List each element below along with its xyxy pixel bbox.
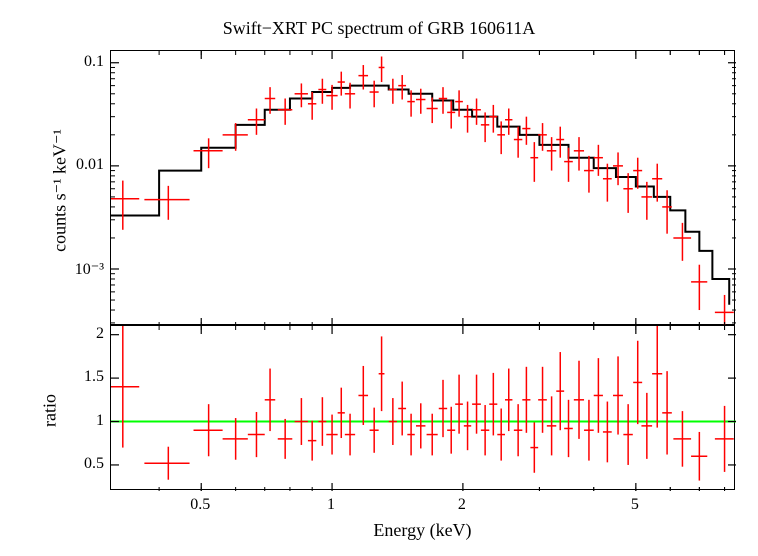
- tick-label: 1: [34, 412, 104, 430]
- tick-label: 5: [631, 496, 639, 514]
- tick-label: 0.1: [34, 53, 104, 71]
- tick-label: 2: [34, 325, 104, 343]
- ratio-svg: [111, 326, 736, 491]
- plot-title: Swift−XRT PC spectrum of GRB 160611A: [0, 18, 758, 39]
- spectrum-plot-area: [110, 50, 735, 325]
- tick-label: 0.01: [34, 156, 104, 174]
- spectrum-svg: [111, 51, 736, 326]
- tick-label: 10⁻³: [34, 259, 104, 279]
- tick-label: 2: [458, 496, 466, 514]
- ratio-plot-area: [110, 325, 735, 490]
- tick-label: 0.5: [190, 496, 210, 514]
- x-axis-label: Energy (keV): [110, 520, 735, 541]
- tick-label: 1.5: [34, 368, 104, 386]
- tick-label: 0.5: [34, 455, 104, 473]
- tick-label: 1: [327, 496, 335, 514]
